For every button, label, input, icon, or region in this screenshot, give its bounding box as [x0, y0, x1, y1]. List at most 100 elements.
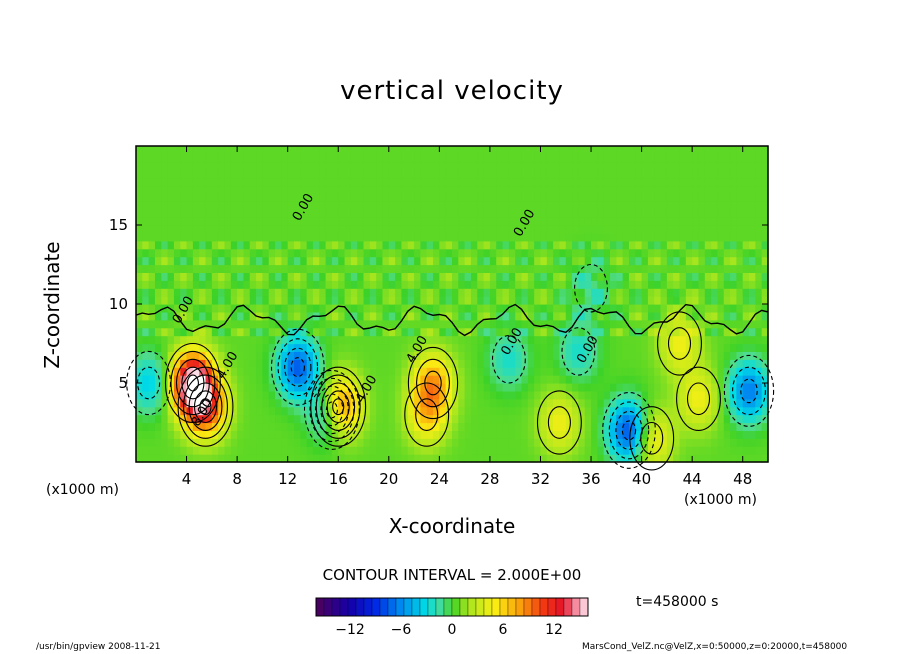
heatmap-cell [439, 161, 447, 171]
heatmap-cell [723, 217, 731, 226]
heatmap-cell [439, 201, 447, 210]
heatmap-cell [382, 311, 390, 321]
heatmap-cell [749, 304, 756, 313]
heatmap-cell [407, 169, 415, 179]
heatmap-cell [161, 351, 169, 360]
heatmap-cell [199, 169, 207, 179]
heatmap-cell [414, 153, 421, 163]
heatmap-cell [616, 240, 624, 250]
heatmap-cell [723, 383, 731, 392]
heatmap-cell [287, 414, 295, 424]
heatmap-cell [230, 296, 238, 305]
heatmap-cell [445, 209, 453, 218]
heatmap-cell [477, 296, 485, 305]
heatmap-cell [433, 359, 440, 368]
heatmap-cell [470, 446, 478, 455]
heatmap-cell [218, 327, 226, 337]
heatmap-cell [173, 343, 181, 352]
heatmap-cell [761, 153, 769, 163]
heatmap-cell [338, 248, 346, 258]
heatmap-cell [249, 225, 257, 234]
heatmap-cell [692, 367, 700, 376]
heatmap-cell [572, 296, 579, 305]
heatmap-cell [154, 304, 162, 313]
heatmap-cell [755, 280, 763, 289]
heatmap-cell [470, 280, 478, 289]
heatmap-cell [597, 343, 605, 352]
heatmap-cell [224, 398, 232, 408]
heatmap-cell [388, 367, 396, 376]
heatmap-cell [704, 375, 712, 384]
heatmap-cell [237, 201, 245, 210]
heatmap-cell [591, 264, 598, 273]
heatmap-cell [723, 177, 731, 187]
colorbar-cell [395, 597, 405, 617]
heatmap-cell [281, 311, 289, 321]
heatmap-cell [331, 225, 339, 234]
heatmap-cell [647, 390, 655, 400]
heatmap-cell [294, 319, 301, 329]
heatmap-cell [496, 359, 504, 368]
heatmap-cell [275, 169, 282, 179]
heatmap-cell [230, 390, 238, 400]
heatmap-cell [628, 296, 636, 305]
heatmap-cell [281, 272, 289, 281]
heatmap-cell [357, 296, 365, 305]
heatmap-cell [723, 343, 731, 352]
heatmap-cell [717, 272, 725, 281]
heatmap-cell [401, 430, 409, 439]
heatmap-cell [173, 272, 181, 281]
heatmap-cell [698, 390, 706, 400]
colorbar-cell [467, 597, 477, 617]
contour-interval-label: CONTOUR INTERVAL = 2.000E+00 [322, 566, 582, 584]
heatmap-cell [388, 304, 396, 313]
heatmap-cell [610, 398, 617, 408]
heatmap-cell [173, 367, 181, 376]
heatmap-cell [420, 296, 428, 305]
heatmap-cell [369, 359, 377, 368]
contour-line [536, 390, 582, 455]
heatmap-cell [502, 454, 510, 463]
heatmap-cell [382, 406, 390, 416]
heatmap-cell [230, 232, 238, 242]
heatmap-cell [154, 248, 162, 258]
heatmap-cell [268, 414, 276, 424]
heatmap-cell [268, 304, 276, 313]
heatmap-cell [186, 335, 194, 345]
heatmap-cell [224, 209, 232, 218]
heatmap-cell [249, 209, 257, 218]
heatmap-cell [344, 335, 352, 345]
heatmap-cell [281, 367, 289, 376]
heatmap-cell [420, 311, 428, 321]
x-axis-ticks: 4 8 12 16 20 24 28 32 36 40 44 48 [182, 146, 752, 488]
heatmap-cell [218, 177, 226, 187]
heatmap-cell [628, 327, 636, 337]
colorbar-cell [579, 597, 589, 617]
heatmap-cell [199, 414, 207, 424]
heatmap-cell [237, 272, 245, 281]
heatmap-cell [312, 422, 320, 431]
heatmap-cell [249, 185, 257, 194]
heatmap-cell [319, 438, 327, 447]
heatmap-cell [540, 177, 548, 187]
heatmap-cell [420, 319, 428, 329]
heatmap-cell [186, 367, 194, 376]
heatmap-cell [489, 422, 497, 431]
heatmap-cell [540, 438, 548, 447]
heatmap-cell [230, 438, 238, 447]
heatmap-cell [319, 414, 327, 424]
heatmap-cell [363, 288, 371, 297]
heatmap-cell [180, 311, 188, 321]
heatmap-cell [559, 343, 567, 352]
heatmap-cell [698, 454, 706, 463]
heatmap-cell [572, 264, 579, 273]
heatmap-cell [692, 438, 700, 447]
heatmap-cell [205, 343, 213, 352]
heatmap-cell [458, 454, 466, 463]
heatmap-cell [578, 383, 586, 392]
heatmap-cell [395, 438, 403, 447]
heatmap-cell [199, 185, 207, 194]
heatmap-cell [572, 256, 579, 266]
heatmap-cell [603, 146, 611, 155]
heatmap-cell [237, 217, 245, 226]
